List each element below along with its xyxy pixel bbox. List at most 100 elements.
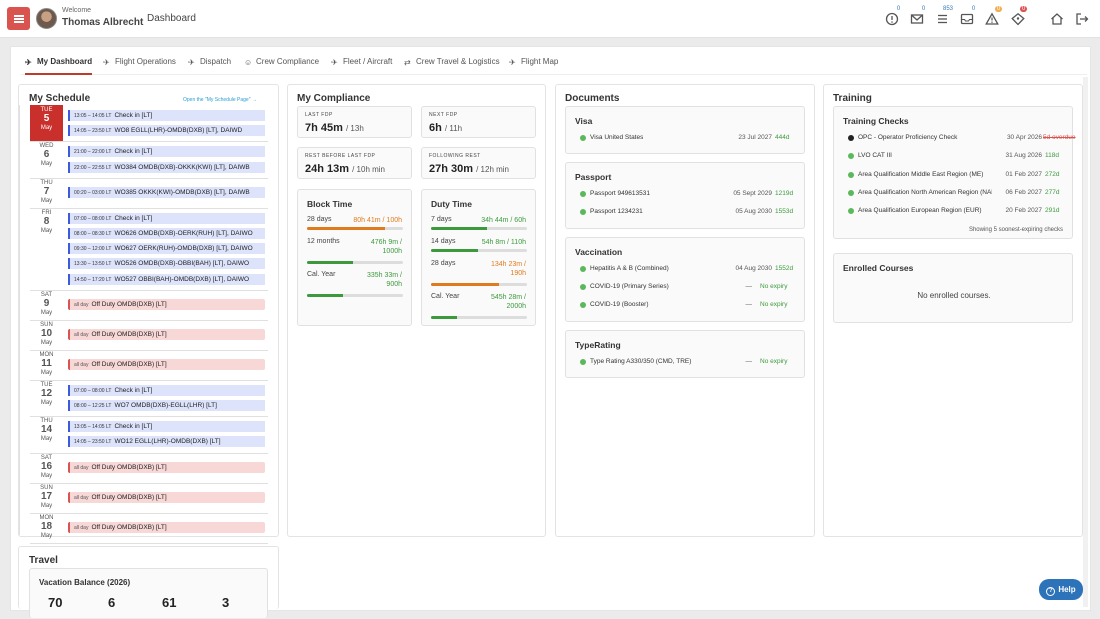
duty-14d-label: 14 days [431, 238, 456, 245]
alert-circle-icon[interactable] [885, 12, 899, 26]
event-time: 09:30 – 12:00 LT [74, 246, 112, 253]
tab-dispatch[interactable]: ✈ Dispatch [188, 57, 231, 75]
training-check-name[interactable]: LVO CAT III [858, 152, 892, 160]
status-dot [580, 359, 586, 365]
vaccine-name[interactable]: COVID-19 (Booster) [590, 301, 649, 308]
schedule-event[interactable]: 14:05 – 23:50 LT WO8 EGLL(LHR)-OMDB(DXB) … [68, 125, 265, 137]
day-of-week: THU [40, 418, 53, 425]
day-header: SUN 17 May [30, 483, 63, 513]
training-check-name[interactable]: Area Qualification Middle East Region (M… [858, 170, 984, 178]
schedule-title: My Schedule [29, 93, 91, 104]
following-rest-label: FOLLOWING REST [429, 153, 481, 159]
day-month: May [40, 339, 53, 346]
schedule-event[interactable]: 08:00 – 12:25 LT WO7 OMDB(DXB)-EGLL(LHR) … [68, 400, 265, 411]
block-cal-label: Cal. Year [307, 271, 336, 278]
tab-crew-compliance[interactable]: ☺ Crew Compliance [244, 57, 319, 75]
tab-crew-travel[interactable]: ⇄ Crew Travel & Logistics [404, 57, 500, 75]
mail-icon[interactable] [910, 12, 924, 26]
training-check-days-left: 272d [1045, 170, 1060, 178]
page-scrollbar[interactable] [1083, 77, 1088, 607]
event-time: all day [74, 465, 89, 471]
day-of-week: MON [39, 351, 54, 358]
status-dot [848, 208, 854, 215]
vaccine-date: 04 Aug 2030 [735, 265, 772, 272]
inbox-badge: 0 [970, 6, 977, 12]
schedule-event[interactable]: 08:00 – 08:30 LT WO626 OMDB(DXB)-OERK(RUH… [68, 228, 265, 239]
help-button[interactable]: ? Help [1039, 579, 1083, 600]
crew-icon: ☺ [244, 58, 253, 67]
duty-14d-value: 54h 8m / 110h [481, 239, 526, 246]
schedule-event[interactable]: 07:00 – 08:00 LT Check in [LT] [68, 212, 265, 224]
day-header: MON 18 May [30, 513, 63, 543]
vaccination-section: Vaccination Hepatitis A & B (Combined) 0… [565, 237, 805, 322]
user-name[interactable]: Thomas Albrecht [62, 17, 144, 28]
documents-title: Documents [565, 93, 620, 104]
vacation-value: 61 [162, 595, 177, 610]
training-check-name[interactable]: OPC - Operator Proficiency Check [858, 134, 958, 141]
schedule-event[interactable]: 21:00 – 22:00 LT Check in [LT] [68, 146, 265, 158]
event-text: Check in [LT] [114, 214, 153, 222]
duty-28d-bar [431, 283, 527, 286]
tag-icon[interactable] [1011, 12, 1025, 26]
schedule-event[interactable]: 14:05 – 23:50 LT WO12 EGLL(LHR)-OMDB(DXB)… [68, 436, 265, 448]
avatar[interactable] [36, 8, 57, 29]
off-duty-event[interactable]: all day Off Duty OMDB(DXB) [LT] [68, 299, 265, 311]
typerating-section: TypeRating Type Rating A330/350 (CMD, TR… [565, 330, 805, 378]
day-of-week: FRI [41, 209, 52, 216]
training-check-name[interactable]: Area Qualification European Region (EUR) [858, 207, 982, 215]
schedule-list: TUE 5 May 13:05 – 14:05 LT Check in [LT] 14:0… [19, 105, 280, 544]
status-dot [848, 171, 854, 178]
typerating-name[interactable]: Type Rating A330/350 (CMD, TRE) [590, 358, 692, 365]
training-checks-title: Training Checks [843, 116, 909, 126]
schedule-event[interactable]: 09:30 – 12:00 LT WO627 OERK(RUH)-OMDB(DXB… [68, 243, 265, 255]
duty-28d-label: 28 days [431, 260, 456, 267]
tab-flight-operations[interactable]: ✈ Flight Operations [103, 57, 176, 75]
warning-icon[interactable] [985, 12, 999, 26]
day-number: 18 [40, 520, 53, 532]
event-text: Off Duty OMDB(DXB) [LT] [91, 301, 167, 309]
training-check-date: 01 Feb 2027 [1005, 170, 1042, 178]
visa-name[interactable]: Visa United States [590, 134, 644, 141]
event-text: Off Duty OMDB(DXB) [LT] [91, 464, 167, 471]
menu-button[interactable] [7, 7, 30, 30]
vaccine-name[interactable]: Hepatitis A & B (Combined) [590, 265, 669, 272]
inbox-icon[interactable] [960, 12, 974, 26]
training-check-name[interactable]: Area Qualification North American Region… [858, 188, 992, 196]
off-duty-event[interactable]: all day Off Duty OMDB(DXB) [LT] [68, 359, 265, 371]
visa-section: Visa Visa United States 23 Jul 2027 444d [565, 106, 805, 154]
schedule-event[interactable]: 00:20 – 03:00 LT WO385 OKKK(KWI)-OMDB(DXB… [68, 187, 265, 199]
schedule-page-link[interactable]: Open the "My Schedule Page" → [183, 97, 257, 103]
training-check-days-left: 291d [1045, 207, 1060, 215]
off-duty-event[interactable]: all day Off Duty OMDB(DXB) [LT] [68, 329, 265, 341]
off-duty-event[interactable]: all day Off Duty OMDB(DXB) [LT] [68, 492, 265, 503]
day-month: May [40, 502, 53, 509]
day-header: MON 11 May [30, 350, 63, 380]
vaccine-name[interactable]: COVID-19 (Primary Series) [590, 283, 669, 290]
tab-flight-map[interactable]: ✈ Flight Map [509, 57, 558, 75]
block-12m-value: 476h 9m / 1000h [370, 239, 402, 256]
list-icon[interactable] [935, 12, 949, 26]
schedule-event[interactable]: 22:00 – 22:55 LT WO384 OMDB(DXB)-OKKK(KWI… [68, 161, 265, 173]
schedule-event[interactable]: 13:05 – 14:05 LT Check in [LT] [68, 421, 265, 433]
day-of-week: WED [39, 143, 54, 150]
row-divider [30, 512, 268, 514]
tab-my-dashboard[interactable]: ✈ My Dashboard [25, 57, 93, 75]
last-fdp-card: LAST FDP 7h 45m / 13h [297, 106, 412, 138]
schedule-event[interactable]: 14:50 – 17:20 LT WO527 OBBI(BAH)-OMDB(DXB… [68, 273, 265, 285]
off-duty-event[interactable]: all day Off Duty OMDB(DXB) [LT] [68, 522, 265, 533]
passport-name[interactable]: Passport 1234231 [590, 208, 643, 215]
day-month: May [40, 125, 53, 131]
schedule-event[interactable]: 13:30 – 13:50 LT WO526 OMDB(DXB)-OBBI(BAH… [68, 258, 265, 270]
duty-time-card: Duty Time 7 days 34h 44m / 60h 14 days 5… [421, 189, 536, 326]
event-text: WO627 OERK(RUH)-OMDB(DXB) [LT], DAIWO [114, 245, 253, 253]
tab-fleet-aircraft[interactable]: ✈ Fleet / Aircraft [331, 57, 392, 75]
training-check-date: 20 Feb 2027 [1005, 207, 1042, 215]
passport-name[interactable]: Passport 949613531 [590, 190, 650, 197]
logout-icon[interactable] [1075, 12, 1089, 26]
route-icon: ⇄ [404, 58, 411, 67]
vacation-value: 3 [222, 595, 230, 610]
schedule-event[interactable]: 07:00 – 08:00 LT Check in [LT] [68, 384, 265, 396]
schedule-event[interactable]: 13:05 – 14:05 LT Check in [LT] [68, 110, 265, 121]
off-duty-event[interactable]: all day Off Duty OMDB(DXB) [LT] [68, 462, 265, 473]
home-icon[interactable] [1050, 12, 1064, 26]
